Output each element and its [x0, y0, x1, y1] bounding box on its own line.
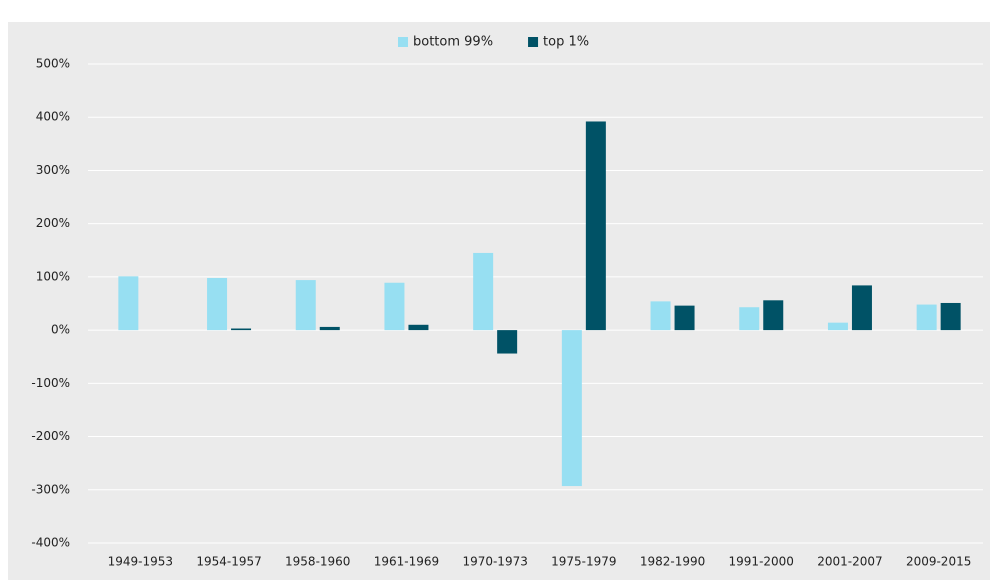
bar	[408, 324, 429, 331]
x-tick-label: 1954-1957	[196, 555, 261, 569]
y-tick-label: -300%	[31, 482, 70, 496]
y-tick-label: -200%	[31, 429, 70, 443]
bar	[650, 301, 671, 331]
bar	[561, 330, 582, 487]
bar	[851, 285, 872, 331]
legend-label: bottom 99%	[413, 35, 493, 50]
bar	[497, 330, 518, 354]
x-tick-label: 2009-2015	[906, 555, 971, 569]
bar	[940, 302, 961, 331]
x-tick-label: 1949-1953	[108, 555, 173, 569]
bar	[319, 326, 340, 331]
y-tick-label: 400%	[36, 110, 70, 124]
y-tick-label: -100%	[31, 376, 70, 390]
bar	[827, 322, 848, 331]
y-tick-label: -400%	[31, 536, 70, 550]
x-tick-label: 1958-1960	[285, 555, 350, 569]
y-tick-label: 100%	[36, 269, 70, 283]
chart-background	[8, 22, 990, 580]
bar	[231, 328, 252, 331]
x-tick-label: 1991-2000	[729, 555, 794, 569]
legend-swatch	[528, 37, 539, 47]
x-tick-label: 1975-1979	[551, 555, 616, 569]
bar	[763, 300, 784, 331]
bar	[585, 121, 606, 331]
bar	[295, 280, 316, 331]
bar	[674, 305, 695, 331]
bar	[739, 307, 760, 331]
bar	[473, 252, 494, 331]
x-tick-label: 1961-1969	[374, 555, 439, 569]
x-tick-label: 1970-1973	[462, 555, 527, 569]
x-tick-label: 2001-2007	[817, 555, 882, 569]
y-tick-label: 300%	[36, 163, 70, 177]
y-tick-label: 500%	[36, 57, 70, 71]
legend: bottom 99% top 1%	[398, 35, 589, 50]
bar	[207, 277, 228, 331]
y-tick-label: 200%	[36, 216, 70, 230]
legend-swatch	[398, 37, 408, 47]
legend-label: top 1%	[543, 35, 589, 50]
x-tick-label: 1982-1990	[640, 555, 705, 569]
y-tick-label: 0%	[51, 323, 70, 337]
bar	[118, 276, 139, 331]
bar	[384, 282, 405, 331]
bar	[916, 304, 937, 331]
